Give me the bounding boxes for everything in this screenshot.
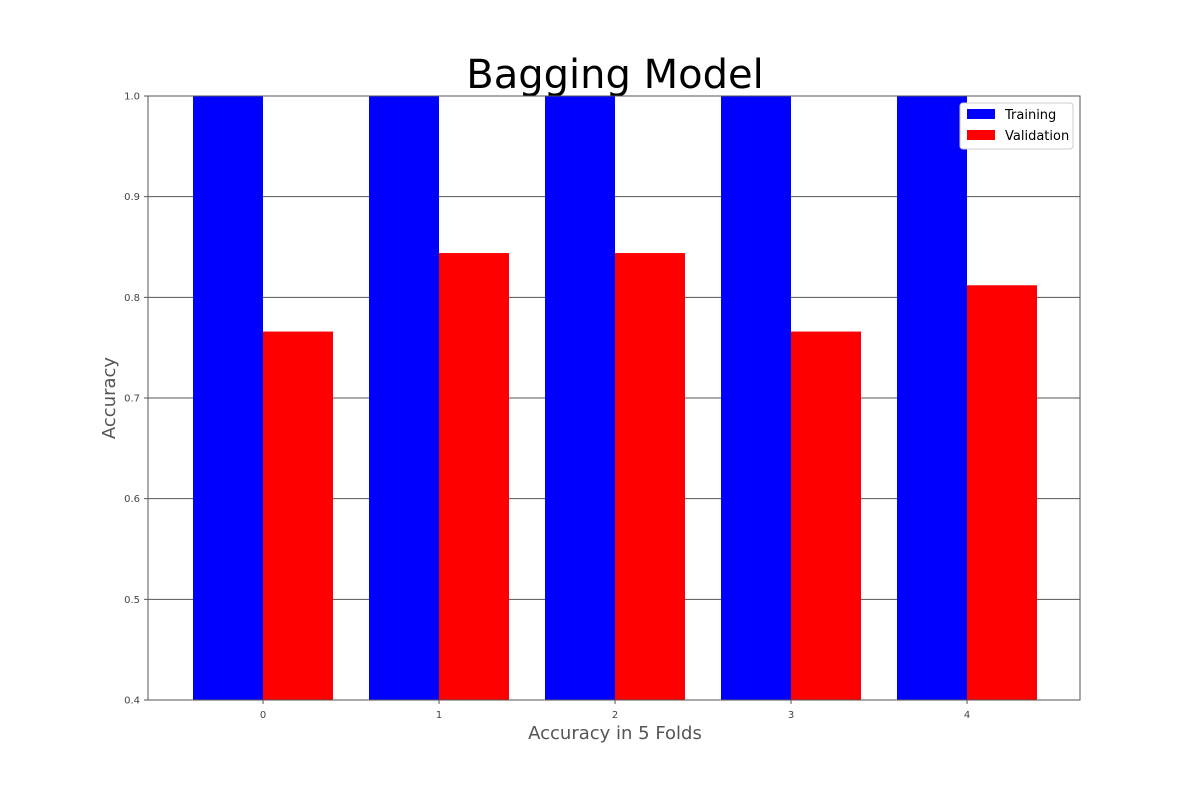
bar-validation-1 (439, 253, 509, 701)
x-tick-label: 3 (788, 710, 794, 721)
y-tick-label: 0.8 (124, 293, 140, 304)
legend-swatch-validation (967, 130, 995, 140)
bar-validation-0 (263, 331, 333, 700)
bar-training-4 (897, 96, 967, 700)
y-tick-label: 0.4 (124, 696, 140, 707)
legend-label-training: Training (1004, 108, 1056, 123)
y-tick-label: 0.7 (124, 394, 140, 405)
x-tick-label: 0 (260, 710, 266, 721)
legend-label-validation: Validation (1005, 129, 1069, 144)
y-tick-label: 0.6 (124, 494, 140, 505)
y-axis-label: Accuracy (99, 357, 120, 440)
x-tick-label: 1 (436, 710, 442, 721)
y-tick-label: 1.0 (124, 92, 140, 103)
x-axis-label: Accuracy in 5 Folds (528, 723, 702, 744)
bars (193, 96, 1037, 701)
x-axis-ticks: 0 1 2 3 4 (260, 700, 970, 721)
bar-training-0 (193, 96, 263, 700)
bar-training-2 (545, 96, 615, 700)
x-tick-label: 2 (612, 710, 618, 721)
y-tick-label: 0.9 (124, 192, 140, 203)
legend: Training Validation (959, 102, 1074, 150)
y-tick-label: 0.5 (124, 595, 140, 606)
bar-validation-4 (967, 285, 1037, 700)
chart-title: Bagging Model (466, 52, 763, 98)
y-axis-ticks: 0.4 0.5 0.6 0.7 0.8 0.9 1.0 (124, 92, 148, 707)
x-tick-label: 4 (964, 710, 970, 721)
legend-swatch-training (967, 109, 995, 119)
bar-training-3 (721, 96, 791, 700)
bar-training-1 (369, 96, 439, 700)
bar-validation-2 (615, 253, 685, 701)
bar-validation-3 (791, 331, 861, 700)
